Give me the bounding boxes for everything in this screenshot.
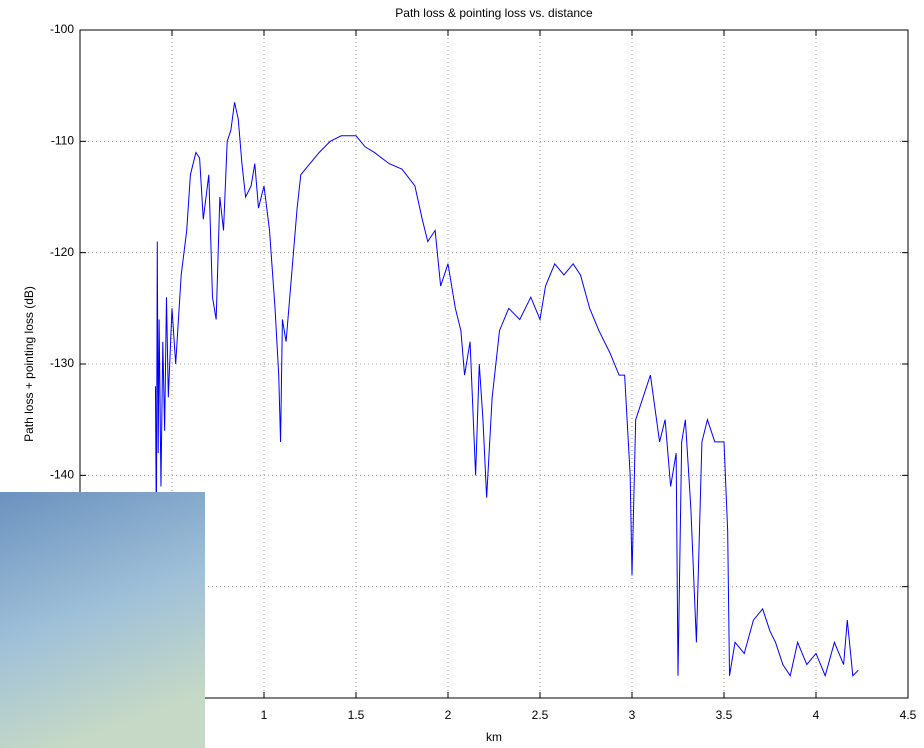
plot-area: 00.511.522.533.544.5-160-150-140-130-120… [50, 22, 917, 722]
data-line [154, 102, 859, 678]
photo-overlay [0, 492, 205, 748]
plot-frame [79, 29, 909, 699]
x-tick-label: 4 [813, 708, 820, 722]
x-axis-label: km [486, 730, 502, 744]
y-tick-label: -110 [51, 134, 74, 148]
y-axis-label: Path loss + pointing loss (dB) [22, 286, 36, 442]
y-tick-label: -100 [50, 22, 74, 36]
x-tick-label: 2 [445, 708, 452, 722]
x-tick-label: 1.5 [348, 708, 365, 722]
chart-title: Path loss & pointing loss vs. distance [395, 6, 593, 20]
x-tick-label: 3.5 [716, 708, 733, 722]
x-tick-label: 1 [261, 708, 268, 722]
y-tick-label: -140 [50, 468, 74, 482]
y-tick-label: -120 [50, 245, 74, 259]
x-tick-label: 2.5 [532, 708, 549, 722]
x-tick-label: 4.5 [900, 708, 917, 722]
y-tick-label: -130 [50, 356, 74, 370]
plot-background [80, 30, 908, 698]
x-tick-label: 3 [629, 708, 636, 722]
